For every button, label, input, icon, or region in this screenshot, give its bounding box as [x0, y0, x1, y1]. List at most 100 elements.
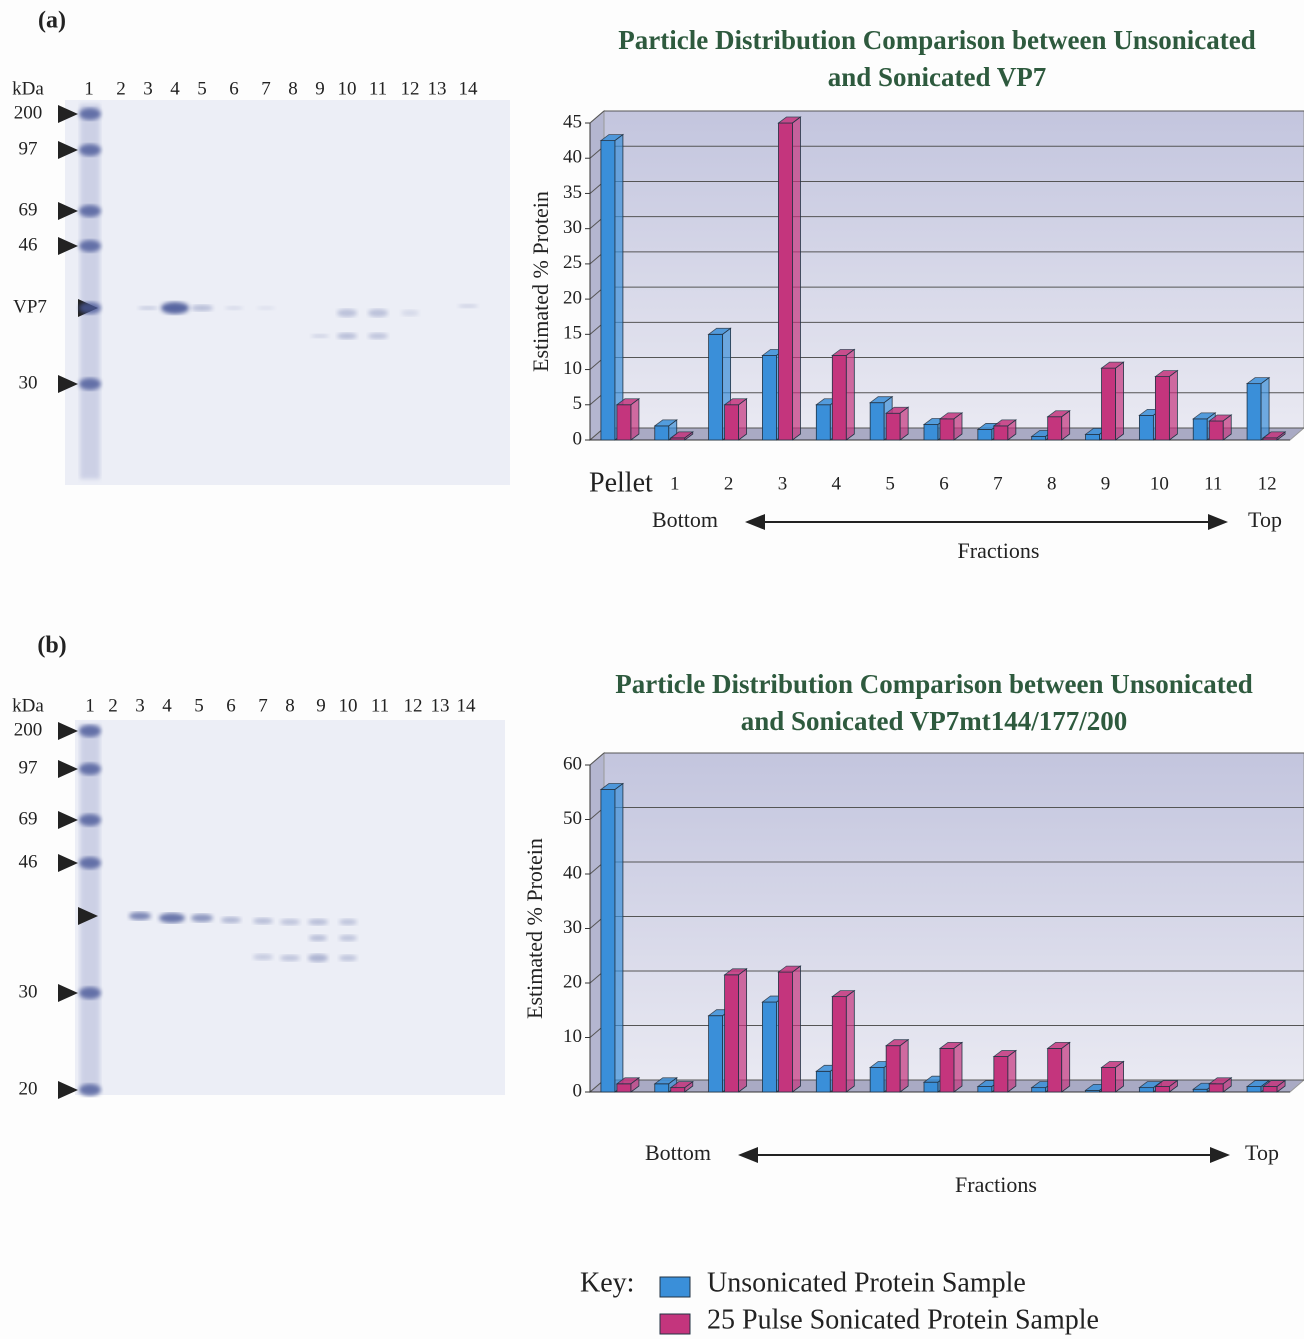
y-tick-label: 10 — [563, 358, 582, 379]
marker-arrow — [58, 105, 78, 123]
protein-band — [161, 302, 189, 314]
lane-number: 11 — [371, 695, 389, 716]
bar-front — [724, 974, 740, 1093]
bar-front — [762, 355, 777, 441]
bar — [615, 1077, 641, 1093]
bar-front — [885, 1045, 901, 1093]
bar — [938, 1041, 964, 1093]
bar-front — [869, 402, 885, 441]
lane-number: 7 — [261, 78, 271, 99]
bar-front — [831, 355, 847, 441]
bar — [1154, 369, 1179, 441]
bar — [669, 431, 694, 441]
x-axis-label: Fractions — [958, 538, 1040, 563]
protein-band — [339, 935, 357, 941]
gel-image — [75, 720, 505, 1095]
bar-front — [1154, 376, 1170, 441]
protein-band — [129, 912, 151, 920]
y-axis-label: Estimated % Protein — [522, 838, 547, 1019]
protein-band — [368, 333, 388, 339]
direction-end: Top — [1248, 507, 1282, 532]
bar-side — [792, 965, 801, 1093]
arrow-head — [1210, 1147, 1230, 1163]
lane-number: 5 — [194, 695, 204, 716]
protein-band — [280, 919, 300, 925]
protein-band — [253, 918, 273, 924]
marker-arrow — [58, 375, 78, 393]
lane-number: 8 — [288, 78, 298, 99]
bar — [1046, 409, 1071, 441]
protein-band — [159, 913, 185, 923]
lane-number: 2 — [108, 695, 118, 716]
bar-side — [630, 1077, 640, 1093]
ladder-lane — [80, 724, 100, 1089]
bar-front — [616, 404, 632, 441]
protein-band — [458, 304, 478, 308]
panel-label: (b) — [37, 633, 66, 659]
ladder-band — [79, 302, 101, 314]
lane-number: 9 — [315, 78, 325, 99]
y-tick-label: 5 — [573, 393, 583, 414]
bar — [1100, 1060, 1125, 1093]
x-tick-label: 6 — [939, 473, 949, 494]
bar-side — [1061, 1041, 1071, 1093]
y-tick-label: 35 — [563, 182, 582, 203]
bar-front — [815, 404, 831, 441]
lane-number: 2 — [116, 78, 126, 99]
lane-number: 12 — [401, 78, 420, 99]
protein-band — [309, 935, 327, 941]
protein-band — [138, 306, 158, 310]
bar — [723, 397, 748, 441]
marker-arrow — [58, 1081, 78, 1099]
bar-side — [1222, 1077, 1232, 1093]
lane-number: 14 — [459, 78, 479, 99]
lane-number: 12 — [404, 695, 423, 716]
bar-front — [600, 789, 616, 1093]
y-tick-label: 0 — [573, 428, 583, 449]
marker-arrow — [58, 760, 78, 778]
ladder-band — [79, 987, 101, 999]
lane-number: 3 — [143, 78, 153, 99]
bar-front — [1246, 383, 1262, 441]
legend-swatch — [659, 1276, 691, 1298]
bar-side — [845, 989, 855, 1093]
protein-band — [337, 309, 357, 317]
bar-front — [831, 996, 847, 1093]
lane-number: 11 — [369, 78, 387, 99]
marker-arrow — [58, 854, 78, 872]
bar — [831, 989, 856, 1093]
protein-band — [191, 305, 213, 311]
bar — [615, 397, 641, 441]
bar-side — [899, 1038, 909, 1093]
grid-line-side — [589, 752, 605, 766]
lane-number: 7 — [258, 695, 268, 716]
ladder-band — [79, 725, 101, 737]
lane-number: 5 — [197, 78, 207, 99]
ladder-band — [79, 1084, 101, 1096]
bar — [777, 116, 802, 441]
y-tick-label: 50 — [563, 808, 582, 829]
gel-unit: kDa — [12, 78, 44, 99]
y-axis-label: Estimated % Protein — [528, 191, 553, 372]
lane-number: 4 — [170, 78, 180, 99]
x-tick-label: 11 — [1204, 473, 1222, 494]
bar-front — [724, 404, 740, 441]
y-tick-label: 40 — [563, 862, 582, 883]
lane-number: 10 — [338, 78, 357, 99]
bar-front — [670, 1087, 686, 1093]
protein-band — [339, 955, 357, 961]
bar — [1245, 376, 1271, 441]
lane-number: 6 — [226, 695, 236, 716]
y-tick-label: 60 — [563, 753, 582, 774]
bar — [1100, 361, 1125, 441]
bar-side — [1168, 1079, 1178, 1093]
x-tick-label: 4 — [832, 473, 842, 494]
bar — [1154, 1079, 1179, 1093]
bar-front — [1138, 1087, 1154, 1093]
bar-side — [953, 1041, 963, 1093]
bar-front — [977, 1086, 993, 1093]
bar-side — [630, 397, 640, 441]
ladder-band — [79, 240, 101, 252]
protein-band — [221, 917, 241, 923]
protein-band — [257, 306, 275, 310]
